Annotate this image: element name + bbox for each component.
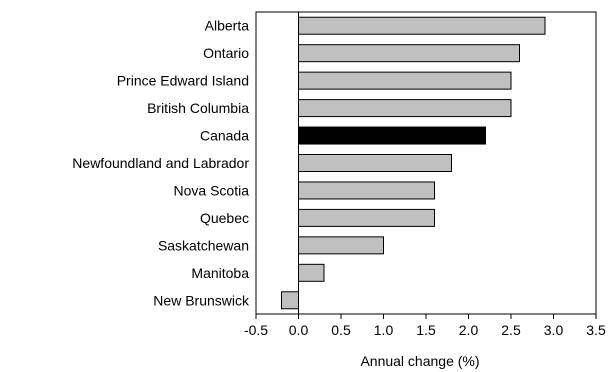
x-tick-label: 1.0 (374, 322, 394, 338)
category-label: Prince Edward Island (117, 73, 249, 89)
category-label: Alberta (205, 18, 250, 34)
bar-new-brunswick (281, 291, 299, 310)
bar-prince-edward-island (298, 71, 512, 90)
category-label: British Columbia (147, 100, 249, 116)
x-tick-label: 0.0 (289, 322, 309, 338)
x-tick-label: 3.5 (586, 322, 606, 338)
category-label: Newfoundland and Labrador (72, 155, 249, 171)
category-label: Canada (200, 128, 249, 144)
bar-nova-scotia (298, 181, 435, 200)
x-tick-label: 2.0 (459, 322, 479, 338)
bar-quebec (298, 208, 435, 227)
bar-canada (298, 126, 486, 145)
bar-ontario (298, 44, 520, 63)
bar-british-columbia (298, 99, 512, 118)
x-tick-label: -0.5 (244, 322, 268, 338)
category-label: Saskatchewan (158, 237, 249, 253)
category-label: Quebec (200, 210, 249, 226)
bar-saskatchewan (298, 236, 384, 255)
plot-area: Alberta Ontario Prince Edward Island Britis… (72, 11, 606, 338)
x-tick-label: 0.5 (331, 322, 351, 338)
bar-newfoundland-and-labrador (298, 154, 452, 172)
x-tick-label: 3.0 (544, 322, 564, 338)
category-label: New Brunswick (153, 292, 250, 308)
bar-alberta (298, 16, 546, 35)
x-tick-label: 1.5 (416, 322, 436, 338)
bar-manitoba (298, 263, 325, 282)
x-axis-title: Annual change (%) (360, 353, 479, 369)
category-label: Ontario (203, 45, 249, 61)
x-tick-label: 2.5 (501, 322, 521, 338)
category-label: Nova Scotia (174, 182, 250, 198)
category-label: Manitoba (191, 265, 249, 281)
